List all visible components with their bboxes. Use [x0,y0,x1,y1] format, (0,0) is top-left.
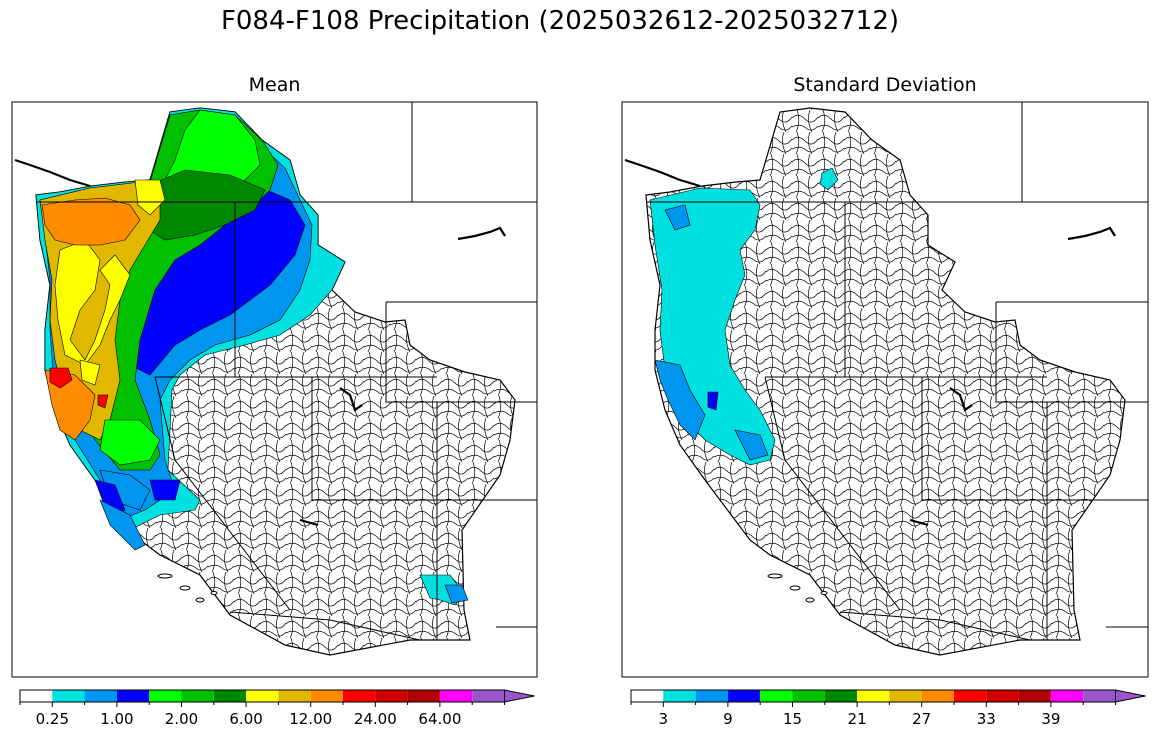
sd-colorbar-segment [760,690,793,702]
mean-colorbar-segment [278,690,311,702]
mean-colorbar: 0.25 1.00 2.00 6.00 12.00 24.00 64.00 [19,689,535,728]
mean-colorbar-label: 0.25 [36,710,69,728]
mean-colorbar-segment [472,690,505,702]
mean-colorbar-segment [84,690,117,702]
mean-colorbar-label: 1.00 [100,710,133,728]
mean-colorbar-segment [181,690,214,702]
sd-state-borders [646,102,1148,641]
sd-water-features [624,158,1116,527]
mean-state-borders [36,102,537,641]
mean-precip-field [35,107,469,606]
mean-map [14,102,537,656]
mean-panel-title: Mean [248,74,301,96]
mean-colorbar-segment [246,690,279,702]
sd-colorbar-extend-arrow [1115,689,1146,703]
sd-colorbar-label: 33 [977,710,996,728]
mean-map-frame [11,101,538,678]
mean-colorbar-extend-arrow [504,689,535,703]
sd-colorbar-segment [889,690,922,702]
sd-colorbar-segment [921,690,954,702]
mean-colorbar-label: 64.00 [418,710,461,728]
sd-colorbar-segment [695,690,728,702]
sd-colorbar-segment [792,690,825,702]
sd-colorbar-label: 21 [848,710,867,728]
sd-colorbar-segment [1083,690,1116,702]
sd-colorbar-label: 39 [1041,710,1060,728]
sd-colorbar-segment [824,690,858,702]
sd-map-frame [621,101,1149,678]
mean-colorbar-frame [19,689,505,703]
sd-colorbar-segment [857,690,890,702]
sd-channel-islands [767,573,828,603]
sd-colorbar-segment [1050,690,1084,702]
sd-colorbar-segment [1018,690,1051,702]
sd-map [624,102,1148,656]
mean-colorbar-label: 2.00 [165,710,198,728]
sd-panel-title: Standard Deviation [793,74,977,96]
sd-colorbar-label: 15 [783,710,802,728]
sd-colorbar-segment [954,690,987,702]
mean-colorbar-segment [149,690,182,702]
sd-colorbar: 3 9 15 21 27 33 39 [630,689,1146,728]
mean-colorbar-segment [407,690,440,702]
mean-channel-islands [157,573,218,603]
mean-colorbar-segment [375,690,408,702]
sd-colorbar-label: 9 [723,710,733,728]
sd-precip-field [649,167,839,466]
sd-colorbar-frame [630,689,1116,703]
sd-colorbar-segment [631,690,664,702]
sd-colorbar-label: 27 [912,710,931,728]
sd-colorbar-segment [727,690,761,702]
figure-title: F084-F108 Precipitation (2025032612-2025… [220,6,900,36]
mean-colorbar-segment [116,690,150,702]
mean-colorbar-segment [310,690,343,702]
mean-colorbar-segment [213,690,247,702]
mean-water-features [14,158,506,527]
mean-colorbar-label: 12.00 [289,710,332,728]
sd-colorbar-segment [663,690,696,702]
mean-colorbar-segment [343,690,376,702]
mean-colorbar-label: 24.00 [354,710,397,728]
mean-colorbar-segment [439,690,473,702]
sd-colorbar-segment [986,690,1019,702]
sd-colorbar-label: 3 [659,710,669,728]
mean-colorbar-segment [20,690,53,702]
mean-colorbar-label: 6.00 [229,710,262,728]
mean-colorbar-segment [52,690,85,702]
